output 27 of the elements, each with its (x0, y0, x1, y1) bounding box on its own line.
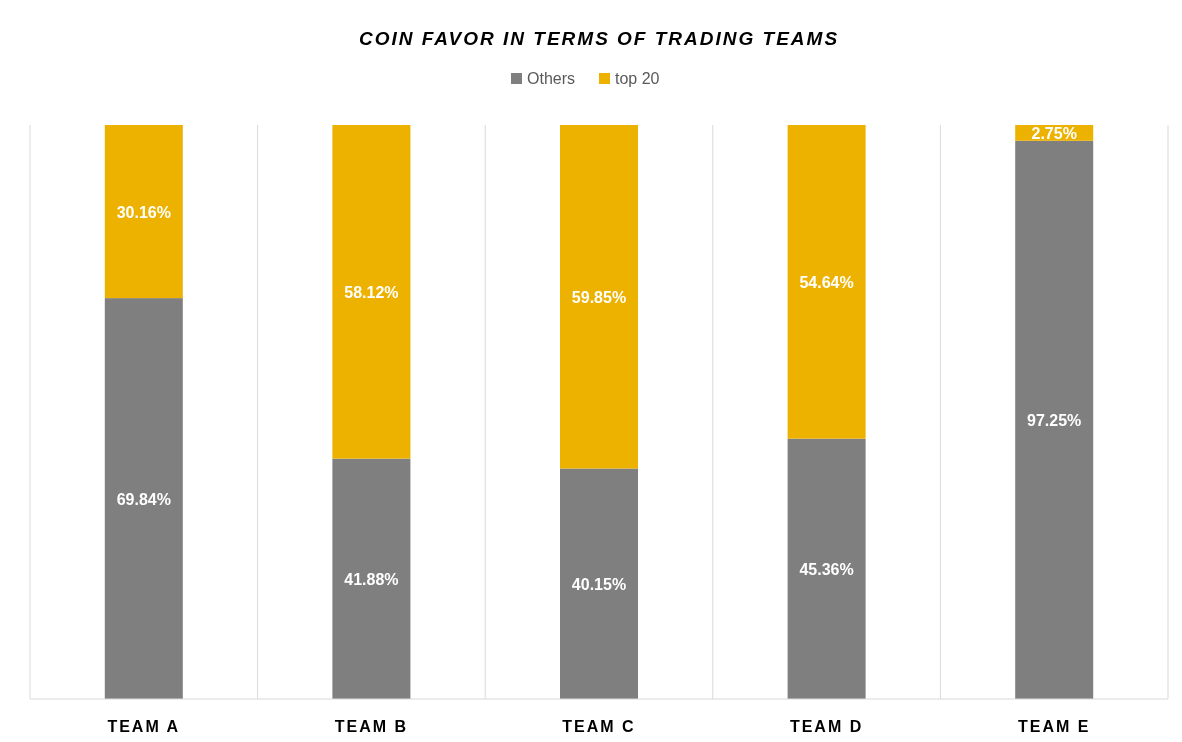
bar (560, 125, 638, 469)
data-label: 41.88% (344, 570, 399, 588)
x-tick-label: TEAM A (107, 718, 181, 735)
bar (332, 458, 411, 699)
bar (560, 468, 638, 699)
data-label: 58.12% (344, 283, 399, 301)
data-label: 45.36% (799, 560, 854, 578)
legend-label: top 20 (615, 70, 660, 87)
legend-label: Others (527, 70, 576, 87)
data-label: 69.84% (116, 490, 171, 508)
data-label: 30.16% (116, 203, 171, 221)
x-tick-label: TEAM C (562, 718, 636, 735)
data-label: 97.25% (1027, 411, 1082, 429)
bar (787, 125, 866, 439)
bar (104, 125, 183, 299)
data-label: 40.15% (571, 575, 627, 593)
x-tick-label: TEAM B (334, 718, 409, 735)
chart-title: COIN FAVOR IN TERMS OF TRADING TEAMS (358, 28, 840, 49)
data-label: 54.64% (799, 273, 854, 291)
bar (787, 438, 866, 699)
x-tick-label: TEAM E (1017, 718, 1091, 735)
bar (1015, 140, 1094, 699)
bar (104, 298, 183, 699)
x-tick-label: TEAM D (789, 718, 864, 735)
bar (332, 125, 411, 459)
data-label: 2.75% (1031, 124, 1077, 142)
data-label: 59.85% (571, 288, 627, 306)
